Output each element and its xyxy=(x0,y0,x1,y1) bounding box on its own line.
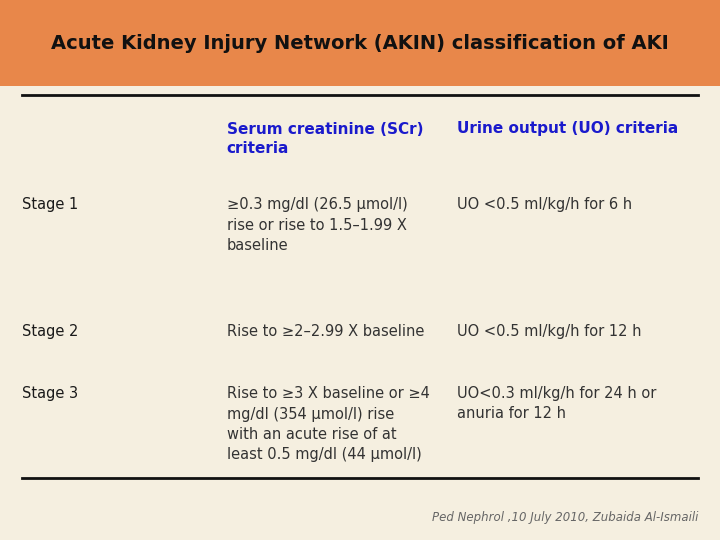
FancyBboxPatch shape xyxy=(0,0,720,86)
Text: Ped Nephrol ,10 July 2010, Zubaida Al-Ismaili: Ped Nephrol ,10 July 2010, Zubaida Al-Is… xyxy=(432,511,698,524)
Text: UO <0.5 ml/kg/h for 12 h: UO <0.5 ml/kg/h for 12 h xyxy=(457,324,642,339)
Text: Urine output (UO) criteria: Urine output (UO) criteria xyxy=(457,122,678,137)
Text: Rise to ≥2–2.99 X baseline: Rise to ≥2–2.99 X baseline xyxy=(227,324,424,339)
Text: ≥0.3 mg/dl (26.5 μmol/l)
rise or rise to 1.5–1.99 X
baseline: ≥0.3 mg/dl (26.5 μmol/l) rise or rise to… xyxy=(227,197,408,253)
Text: Stage 3: Stage 3 xyxy=(22,386,78,401)
Text: Serum creatinine (SCr)
criteria: Serum creatinine (SCr) criteria xyxy=(227,122,423,156)
Text: UO <0.5 ml/kg/h for 6 h: UO <0.5 ml/kg/h for 6 h xyxy=(457,197,632,212)
Text: Stage 1: Stage 1 xyxy=(22,197,78,212)
Text: Acute Kidney Injury Network (AKIN) classification of AKI: Acute Kidney Injury Network (AKIN) class… xyxy=(51,33,669,53)
Text: UO<0.3 ml/kg/h for 24 h or
anuria for 12 h: UO<0.3 ml/kg/h for 24 h or anuria for 12… xyxy=(457,386,657,422)
Text: Stage 2: Stage 2 xyxy=(22,324,78,339)
Text: Rise to ≥3 X baseline or ≥4
mg/dl (354 μmol/l) rise
with an acute rise of at
lea: Rise to ≥3 X baseline or ≥4 mg/dl (354 μ… xyxy=(227,386,430,462)
